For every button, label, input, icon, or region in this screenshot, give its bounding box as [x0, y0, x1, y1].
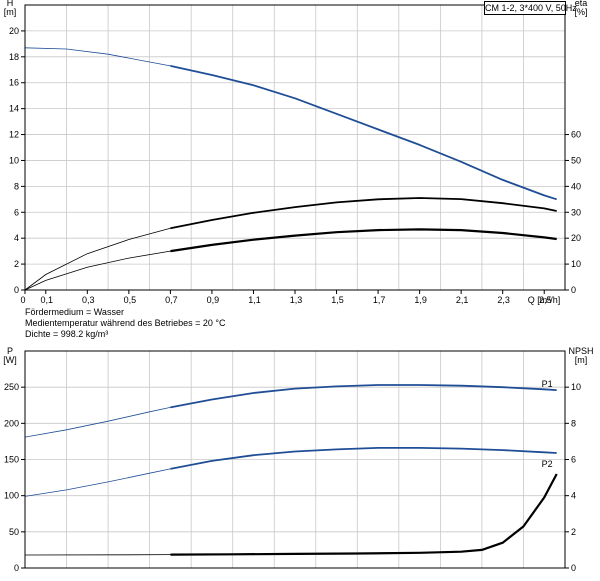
y2-axis-label: [m]	[575, 355, 588, 365]
y2-tick-label: 2	[571, 527, 576, 537]
label-layer: 024681012141618200102030405060H[m]eta[%]…	[3, 0, 593, 573]
x-tick-label: 1,7	[373, 295, 386, 305]
y2-tick-label: 8	[571, 418, 576, 428]
y-tick-label: 50	[9, 527, 19, 537]
y-tick-label: 20	[9, 26, 19, 36]
y2-axis-label: [%]	[574, 7, 587, 17]
y-tick-label: 18	[9, 52, 19, 62]
y-axis-label: [m]	[4, 7, 17, 17]
y-tick-label: 250	[4, 382, 19, 392]
y2-tick-label: 10	[571, 382, 581, 392]
x-tick-label: 1,3	[290, 295, 303, 305]
y-tick-label: 0	[14, 563, 19, 573]
curve-operating-range	[170, 197, 557, 230]
y2-tick-label: 4	[571, 491, 576, 501]
y-tick-label: 200	[4, 418, 19, 428]
y-tick-label: 8	[14, 181, 19, 191]
plot-frame	[24, 350, 566, 569]
y-tick-label: 150	[4, 455, 19, 465]
curve-operating-range	[170, 447, 557, 470]
y2-tick-label: 10	[571, 259, 581, 269]
curve-extension	[24, 227, 171, 291]
curve-extension	[24, 468, 171, 497]
x-tick-label: 0,7	[165, 295, 178, 305]
curve-operating-range	[170, 228, 557, 253]
medium-line-3: Dichte = 998.2 kg/m³	[25, 329, 109, 339]
y2-tick-label: 0	[571, 563, 576, 573]
medium-line-2: Medientemperatur während des Betriebes =…	[25, 318, 226, 328]
x-tick-label: 1,5	[331, 295, 344, 305]
curve-layer	[24, 47, 558, 556]
x-axis-label: Q [m³/h]	[528, 295, 561, 305]
y2-tick-label: 50	[571, 155, 581, 165]
series-label: P1	[542, 379, 553, 389]
curve-operating-range	[170, 473, 558, 556]
curve-operating-range	[170, 65, 557, 201]
y2-tick-label: 60	[571, 130, 581, 140]
y2-tick-label: 20	[571, 233, 581, 243]
y2-axis-label: eta	[575, 0, 588, 8]
x-tick-label: 0,1	[41, 295, 54, 305]
x-tick-label: 0,3	[82, 295, 95, 305]
pump-label: CM 1-2, 3*400 V, 50Hz	[485, 3, 577, 13]
y2-tick-label: 6	[571, 455, 576, 465]
x-tick-label: 2,3	[497, 295, 510, 305]
y-tick-label: 2	[14, 259, 19, 269]
y-axis-label: P	[7, 346, 13, 356]
y-tick-label: 100	[4, 491, 19, 501]
y2-tick-label: 0	[571, 285, 576, 295]
curve-extension	[24, 47, 171, 67]
y-tick-label: 4	[14, 233, 19, 243]
x-tick-label: 0,9	[207, 295, 220, 305]
curve-extension	[24, 250, 171, 291]
y-tick-label: 0	[14, 285, 19, 295]
medium-info: Fördermedium = Wasser Medientemperatur w…	[25, 307, 225, 340]
x-tick-label: 1,1	[248, 295, 261, 305]
y2-tick-label: 40	[571, 181, 581, 191]
x-tick-label: 0,5	[124, 295, 137, 305]
y-tick-label: 6	[14, 207, 19, 217]
y2-axis-label: NPSH	[568, 346, 593, 356]
grid-layer	[25, 5, 565, 568]
frame-layer	[21, 4, 569, 569]
series-label: P2	[542, 459, 553, 469]
pump-label-box: CM 1-2, 3*400 V, 50Hz	[484, 1, 577, 15]
x-tick-label: 0	[20, 295, 25, 305]
curve-operating-range	[170, 384, 557, 409]
medium-line-1: Fördermedium = Wasser	[25, 307, 124, 317]
x-tick-label: 1,9	[414, 295, 427, 305]
y-tick-label: 16	[9, 78, 19, 88]
y-axis-label: [W]	[3, 355, 17, 365]
x-tick-label: 2,1	[456, 295, 469, 305]
y-axis-label: H	[7, 0, 14, 8]
y-tick-label: 12	[9, 130, 19, 140]
curve-extension	[24, 407, 171, 438]
x-tick-label: 2,5	[539, 295, 552, 305]
y-tick-label: 14	[9, 104, 19, 114]
y2-tick-label: 30	[571, 207, 581, 217]
y-tick-label: 10	[9, 155, 19, 165]
